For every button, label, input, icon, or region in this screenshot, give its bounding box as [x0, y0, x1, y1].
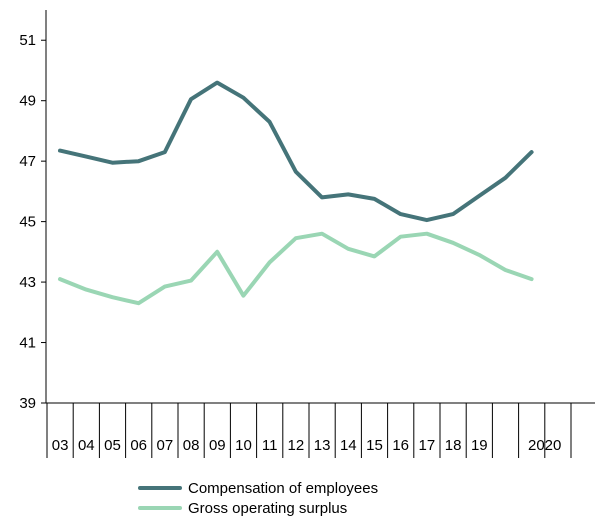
x-tick-label: 03 — [52, 437, 69, 454]
x-tick-label: 11 — [262, 437, 278, 454]
y-tick-label: 51 — [19, 32, 36, 49]
x-tick-label: 05 — [104, 437, 121, 454]
y-tick-label: 41 — [19, 335, 36, 352]
legend-swatch-gross-operating-surplus — [138, 506, 182, 510]
x-tick-label: 2020 — [528, 437, 561, 454]
legend-item-gross-operating-surplus: Gross operating surplus — [138, 498, 378, 518]
x-tick-label: 17 — [419, 437, 436, 454]
x-tick-label: 08 — [183, 437, 200, 454]
series-lines — [58, 80, 534, 306]
y-tick-label: 45 — [19, 214, 36, 231]
x-tick-label: 04 — [78, 437, 95, 454]
x-tick-label: 15 — [366, 437, 383, 454]
legend: Compensation of employees Gross operatin… — [138, 478, 378, 518]
x-tick-label: 14 — [340, 437, 357, 454]
y-tick-label: 49 — [19, 93, 36, 110]
x-tick-label: 09 — [209, 437, 226, 454]
legend-item-compensation: Compensation of employees — [138, 478, 378, 498]
x-tick-label: 19 — [471, 437, 488, 454]
x-tick-label: 10 — [235, 437, 252, 454]
y-tick-label: 39 — [19, 395, 36, 412]
y-tick-label: 47 — [19, 153, 36, 170]
legend-label-compensation: Compensation of employees — [188, 479, 379, 497]
x-tick-label: 12 — [288, 437, 305, 454]
x-tick-label: 07 — [157, 437, 174, 454]
x-tick-label: 13 — [314, 437, 331, 454]
series-line-gross-operating-surplus — [58, 231, 534, 306]
x-tick-label: 16 — [392, 437, 409, 454]
line-chart: 39 41 43 45 47 49 51 03 04 05 06 07 08 09 10 11 12 13 14 1… — [19, 10, 595, 458]
x-tick-label: 18 — [445, 437, 462, 454]
y-tick-label: 43 — [19, 274, 36, 291]
legend-label-gross-operating-surplus: Gross operating surplus — [188, 499, 348, 517]
x-tick-label: 06 — [130, 437, 147, 454]
x-axis: 03 04 05 06 07 08 09 10 11 12 13 14 15 16 17 18 19 2020 — [46, 402, 595, 458]
series-line-compensation — [58, 80, 534, 223]
y-axis: 39 41 43 45 47 49 51 — [19, 10, 47, 412]
legend-swatch-compensation — [138, 486, 182, 490]
